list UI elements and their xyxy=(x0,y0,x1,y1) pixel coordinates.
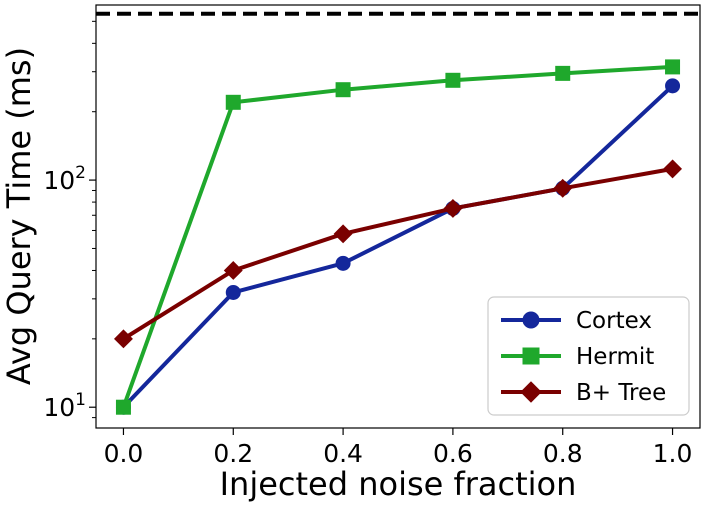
y-axis-ticks: 101 102 xyxy=(43,20,96,422)
x-tick-label: 0.8 xyxy=(543,439,583,468)
legend-entries: Cortex Hermit B+ Tree xyxy=(501,308,666,406)
legend-label: B+ Tree xyxy=(576,380,666,406)
data-point xyxy=(335,255,351,271)
legend-entry: Cortex xyxy=(501,308,652,334)
y-tick-label: 101 xyxy=(43,390,86,422)
data-point xyxy=(333,224,353,244)
x-tick-label: 0.4 xyxy=(323,439,363,468)
legend-marker xyxy=(522,347,540,365)
x-tick-label: 1.0 xyxy=(653,439,693,468)
data-point xyxy=(445,72,461,88)
x-tick-label: 0.6 xyxy=(433,439,473,468)
legend-label: Cortex xyxy=(576,308,652,334)
legend-entry: Hermit xyxy=(501,344,654,370)
series-line xyxy=(122,166,673,341)
legend-label: Hermit xyxy=(576,344,654,370)
x-axis-ticks: 0.0 0.2 0.4 0.6 0.8 1.0 xyxy=(104,428,693,468)
plot-frame xyxy=(95,4,701,429)
data-point xyxy=(663,159,683,179)
data-point xyxy=(113,329,133,349)
data-point xyxy=(335,82,351,98)
legend-entry: B+ Tree xyxy=(501,380,666,406)
y-axis-label: Avg Query Time (ms) xyxy=(0,47,38,385)
data-point xyxy=(443,199,463,218)
series-line xyxy=(121,64,673,408)
data-point xyxy=(225,94,241,110)
x-tick-label: 0.0 xyxy=(104,439,144,468)
legend-marker xyxy=(522,311,540,329)
data-point xyxy=(555,65,571,81)
data-point xyxy=(553,178,573,198)
legend-marker xyxy=(520,381,542,403)
data-point xyxy=(665,59,681,75)
x-tick-label: 0.2 xyxy=(213,439,253,468)
series-layer xyxy=(113,59,683,415)
data-point xyxy=(115,399,131,415)
legend: Cortex Hermit B+ Tree xyxy=(487,296,690,416)
series-hermit xyxy=(115,59,681,415)
series-b-tree xyxy=(113,159,683,349)
legend-box xyxy=(487,296,690,416)
x-axis-label: Injected noise fraction xyxy=(220,465,577,503)
y-tick-label: 102 xyxy=(43,163,86,195)
data-point xyxy=(225,284,241,300)
data-point xyxy=(665,78,681,94)
series-line xyxy=(122,84,674,409)
data-point xyxy=(223,261,243,280)
